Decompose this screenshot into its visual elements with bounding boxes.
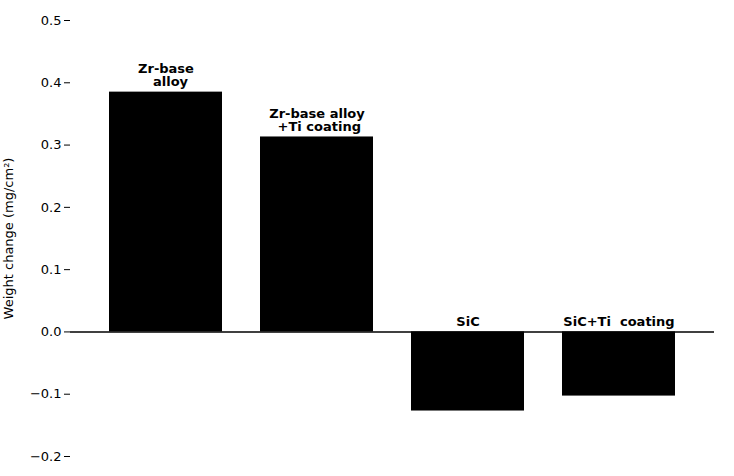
- svg-text:−0.2: −0.2: [30, 449, 62, 464]
- svg-text:0.5: 0.5: [41, 13, 62, 28]
- svg-text:0.0: 0.0: [41, 324, 62, 339]
- svg-text:0.2: 0.2: [41, 200, 62, 215]
- svg-text:−0.1: −0.1: [30, 386, 62, 401]
- svg-text:0.3: 0.3: [41, 137, 62, 152]
- svg-text:Zr-base alloy +Ti coating: Zr-base alloy +Ti coating: [269, 106, 365, 134]
- svg-text:SiC+Ti coating: SiC+Ti coating: [563, 314, 674, 329]
- svg-text:SiC: SiC: [456, 314, 479, 329]
- svg-text:0.4: 0.4: [41, 75, 62, 90]
- svg-text:0.1: 0.1: [41, 262, 62, 277]
- svg-text:Zr-base alloy: Zr-base alloy: [138, 61, 194, 89]
- svg-text:Weight change (mg/cm²): Weight change (mg/cm²): [1, 158, 16, 320]
